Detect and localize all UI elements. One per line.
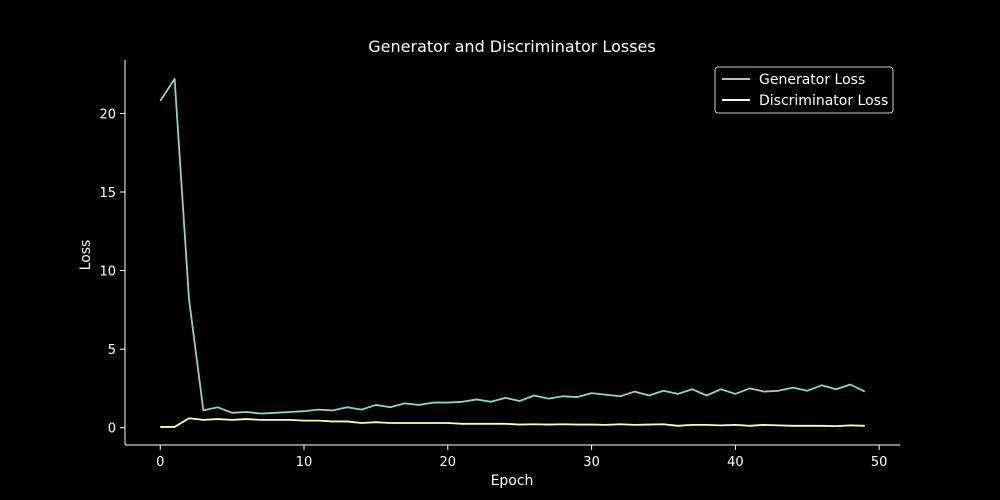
x-tick-label: 40 — [727, 455, 744, 470]
chart-title: Generator and Discriminator Losses — [368, 37, 655, 56]
y-tick-label: 5 — [108, 343, 116, 358]
y-tick-label: 15 — [99, 186, 116, 201]
legend-label-generator: Generator Loss — [759, 72, 865, 88]
x-tick-label: 20 — [440, 455, 457, 470]
x-tick-label: 50 — [871, 455, 888, 470]
legend-label-discriminator: Discriminator Loss — [759, 93, 888, 109]
y-ticks: 0 5 10 15 20 — [99, 107, 125, 437]
generator-loss-line — [159, 77, 866, 415]
x-tick-label: 0 — [156, 455, 164, 470]
legend-frame — [714, 66, 894, 114]
y-axis-label: Loss — [78, 240, 94, 271]
y-tick-label: 0 — [108, 422, 116, 437]
x-tick-label: 30 — [583, 455, 600, 470]
x-tick-label: 10 — [296, 455, 313, 470]
x-ticks: 0 10 20 30 40 50 — [156, 445, 887, 470]
y-tick-label: 20 — [99, 107, 116, 122]
y-tick-label: 10 — [99, 265, 116, 280]
series-lines — [159, 77, 866, 428]
discriminator-loss-line — [160, 417, 865, 428]
legend: Generator Loss Discriminator Loss — [714, 66, 894, 114]
x-axis-label: Epoch — [491, 473, 534, 489]
